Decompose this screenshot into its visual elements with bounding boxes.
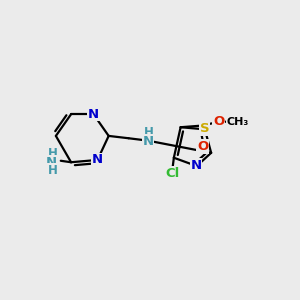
Text: N: N bbox=[190, 159, 202, 172]
Text: H: H bbox=[48, 147, 58, 160]
Text: S: S bbox=[200, 122, 210, 135]
Text: O: O bbox=[197, 140, 208, 153]
Text: H: H bbox=[48, 164, 58, 177]
Text: Cl: Cl bbox=[165, 167, 179, 180]
Text: O: O bbox=[213, 115, 224, 128]
Text: N: N bbox=[46, 156, 57, 169]
Text: CH₃: CH₃ bbox=[226, 117, 249, 127]
Text: N: N bbox=[92, 153, 103, 167]
Text: N: N bbox=[142, 135, 153, 148]
Text: H: H bbox=[143, 127, 153, 140]
Text: N: N bbox=[88, 108, 99, 121]
